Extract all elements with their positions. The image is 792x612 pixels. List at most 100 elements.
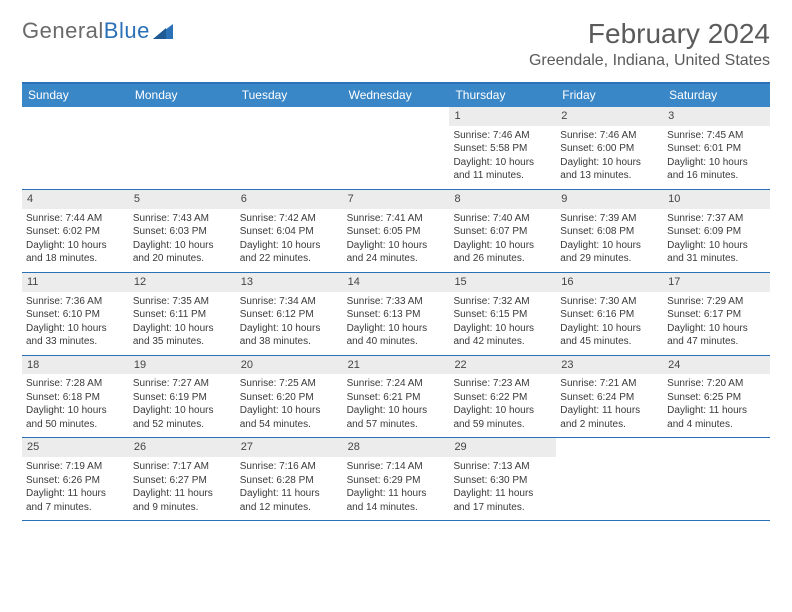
day-number: 5 — [129, 190, 236, 209]
sunset-text: Sunset: 6:01 PM — [667, 142, 766, 156]
sunset-text: Sunset: 6:24 PM — [560, 391, 659, 405]
day-number: 12 — [129, 273, 236, 292]
sunset-text: Sunset: 6:13 PM — [347, 308, 446, 322]
sunrise-text: Sunrise: 7:19 AM — [26, 460, 125, 474]
sunrise-text: Sunrise: 7:44 AM — [26, 212, 125, 226]
daylight-text: Daylight: 10 hours and 50 minutes. — [26, 404, 125, 431]
day-cell: 23Sunrise: 7:21 AMSunset: 6:24 PMDayligh… — [556, 356, 663, 438]
daylight-text: Daylight: 10 hours and 57 minutes. — [347, 404, 446, 431]
day-cell: 12Sunrise: 7:35 AMSunset: 6:11 PMDayligh… — [129, 273, 236, 355]
week-row: 4Sunrise: 7:44 AMSunset: 6:02 PMDaylight… — [22, 190, 770, 273]
day-cell: 13Sunrise: 7:34 AMSunset: 6:12 PMDayligh… — [236, 273, 343, 355]
sunrise-text: Sunrise: 7:25 AM — [240, 377, 339, 391]
day-cell: . — [663, 438, 770, 520]
sunset-text: Sunset: 6:25 PM — [667, 391, 766, 405]
day-cell: 1Sunrise: 7:46 AMSunset: 5:58 PMDaylight… — [449, 107, 556, 189]
day-cell: 19Sunrise: 7:27 AMSunset: 6:19 PMDayligh… — [129, 356, 236, 438]
day-number: 3 — [663, 107, 770, 126]
day-cell: 20Sunrise: 7:25 AMSunset: 6:20 PMDayligh… — [236, 356, 343, 438]
day-number: 20 — [236, 356, 343, 375]
sunset-text: Sunset: 6:07 PM — [453, 225, 552, 239]
day-number: 7 — [343, 190, 450, 209]
sunset-text: Sunset: 6:20 PM — [240, 391, 339, 405]
day-number: 22 — [449, 356, 556, 375]
sunset-text: Sunset: 6:16 PM — [560, 308, 659, 322]
day-cell: 22Sunrise: 7:23 AMSunset: 6:22 PMDayligh… — [449, 356, 556, 438]
week-row: 25Sunrise: 7:19 AMSunset: 6:26 PMDayligh… — [22, 438, 770, 521]
dow-cell: Friday — [556, 84, 663, 107]
sunrise-text: Sunrise: 7:20 AM — [667, 377, 766, 391]
daylight-text: Daylight: 10 hours and 16 minutes. — [667, 156, 766, 183]
daylight-text: Daylight: 10 hours and 20 minutes. — [133, 239, 232, 266]
day-number: 28 — [343, 438, 450, 457]
day-cell: 2Sunrise: 7:46 AMSunset: 6:00 PMDaylight… — [556, 107, 663, 189]
day-number: 19 — [129, 356, 236, 375]
sunset-text: Sunset: 6:05 PM — [347, 225, 446, 239]
day-number: 9 — [556, 190, 663, 209]
day-cell: . — [236, 107, 343, 189]
day-cell: 7Sunrise: 7:41 AMSunset: 6:05 PMDaylight… — [343, 190, 450, 272]
sunrise-text: Sunrise: 7:42 AM — [240, 212, 339, 226]
week-row: 11 Sunrise: 7:36 AMSunset: 6:10 PM Dayligh… — [22, 273, 770, 356]
daylight-text: Daylight: 10 hours and 29 minutes. — [560, 239, 659, 266]
sunrise-text: Sunrise: 7:32 AM — [453, 295, 552, 309]
day-cell: . — [343, 107, 450, 189]
sunrise-text: Sunrise: 7:46 AM — [560, 129, 659, 143]
dow-cell: Wednesday — [343, 84, 450, 107]
day-cell: 24Sunrise: 7:20 AMSunset: 6:25 PMDayligh… — [663, 356, 770, 438]
sunset-text: Sunset: 6:27 PM — [133, 474, 232, 488]
day-number: 29 — [449, 438, 556, 457]
dow-cell: Tuesday — [236, 84, 343, 107]
day-cell: . — [129, 107, 236, 189]
sunset-text: Sunset: 6:21 PM — [347, 391, 446, 405]
sunset-text: Sunset: 6:26 PM — [26, 474, 125, 488]
sunrise-text: Sunrise: 7:14 AM — [347, 460, 446, 474]
sunset-text: Sunset: 6:15 PM — [453, 308, 552, 322]
day-cell: 29Sunrise: 7:13 AMSunset: 6:30 PMDayligh… — [449, 438, 556, 520]
location-subtitle: Greendale, Indiana, United States — [529, 52, 770, 70]
day-cell: 5Sunrise: 7:43 AMSunset: 6:03 PMDaylight… — [129, 190, 236, 272]
day-cell: . — [22, 107, 129, 189]
day-cell: 4Sunrise: 7:44 AMSunset: 6:02 PMDaylight… — [22, 190, 129, 272]
daylight-text: Daylight: 10 hours and 45 minutes. — [560, 322, 659, 349]
sunset-text: Sunset: 6:18 PM — [26, 391, 125, 405]
sunrise-text: Sunrise: 7:28 AM — [26, 377, 125, 391]
day-number: 21 — [343, 356, 450, 375]
sunrise-text: Sunrise: 7:16 AM — [240, 460, 339, 474]
daylight-text: Daylight: 10 hours and 47 minutes. — [667, 322, 766, 349]
sunset-text: Sunset: 6:08 PM — [560, 225, 659, 239]
sunrise-text: Sunrise: 7:36 AM — [26, 295, 125, 309]
daylight-text: Daylight: 11 hours and 7 minutes. — [26, 487, 125, 514]
daylight-text: Daylight: 10 hours and 11 minutes. — [453, 156, 552, 183]
daylight-text: Daylight: 10 hours and 38 minutes. — [240, 322, 339, 349]
day-cell: 9Sunrise: 7:39 AMSunset: 6:08 PMDaylight… — [556, 190, 663, 272]
sunset-text: Sunset: 6:10 PM — [26, 308, 125, 322]
day-number: 2 — [556, 107, 663, 126]
daylight-text: Daylight: 10 hours and 22 minutes. — [240, 239, 339, 266]
daylight-text: Daylight: 10 hours and 31 minutes. — [667, 239, 766, 266]
daylight-text: Daylight: 10 hours and 42 minutes. — [453, 322, 552, 349]
day-number: 8 — [449, 190, 556, 209]
daylight-text: Daylight: 11 hours and 9 minutes. — [133, 487, 232, 514]
sunrise-text: Sunrise: 7:23 AM — [453, 377, 552, 391]
sunrise-text: Sunrise: 7:27 AM — [133, 377, 232, 391]
sunset-text: Sunset: 6:28 PM — [240, 474, 339, 488]
daylight-text: Daylight: 11 hours and 2 minutes. — [560, 404, 659, 431]
day-number: 11 — [22, 273, 129, 292]
daylight-text: Daylight: 10 hours and 40 minutes. — [347, 322, 446, 349]
daylight-text: Daylight: 11 hours and 12 minutes. — [240, 487, 339, 514]
day-number: 25 — [22, 438, 129, 457]
daylight-text: Daylight: 10 hours and 26 minutes. — [453, 239, 552, 266]
sunrise-text: Sunrise: 7:37 AM — [667, 212, 766, 226]
sunset-text: Sunset: 6:00 PM — [560, 142, 659, 156]
dow-cell: Monday — [129, 84, 236, 107]
day-of-week-header: SundayMondayTuesdayWednesdayThursdayFrid… — [22, 84, 770, 107]
day-number: 16 — [556, 273, 663, 292]
daylight-text: Daylight: 10 hours and 52 minutes. — [133, 404, 232, 431]
sunset-text: Sunset: 6:02 PM — [26, 225, 125, 239]
day-cell: 14Sunrise: 7:33 AMSunset: 6:13 PMDayligh… — [343, 273, 450, 355]
day-number: 18 — [22, 356, 129, 375]
day-cell: 8Sunrise: 7:40 AMSunset: 6:07 PMDaylight… — [449, 190, 556, 272]
sunset-text: Sunset: 6:29 PM — [347, 474, 446, 488]
sunset-text: Sunset: 6:03 PM — [133, 225, 232, 239]
